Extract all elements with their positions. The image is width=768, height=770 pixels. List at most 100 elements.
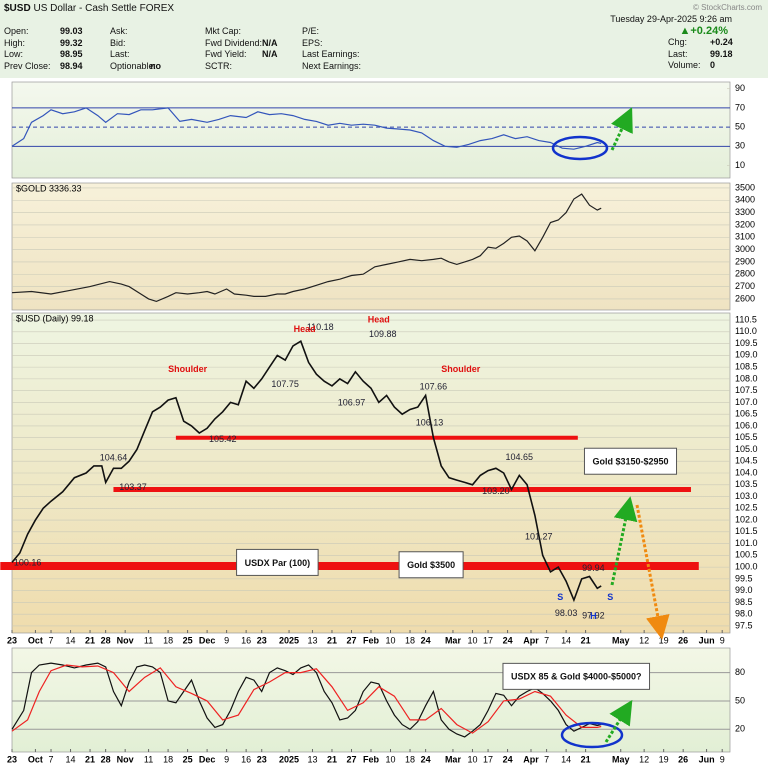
panel-title: $USD (Daily) 99.18 [16, 313, 94, 323]
field-label: Volume: [668, 60, 701, 70]
x-tick-label: 18 [405, 635, 415, 645]
x-tick-label: 24 [421, 635, 431, 645]
field-label: Ask: [110, 26, 128, 36]
point-label: 103.37 [119, 482, 147, 492]
x-tick-label: 13 [307, 635, 317, 645]
x-tick-label: 14 [561, 635, 571, 645]
arrow [610, 107, 633, 151]
x-tick-label: May [612, 754, 630, 764]
callout-text: Gold $3150-$2950 [592, 457, 668, 467]
x-tick-label: 16 [241, 635, 251, 645]
field-value: no [150, 60, 161, 71]
y-tick-label: 105.0 [735, 444, 758, 454]
field-value: 98.95 [60, 49, 83, 59]
x-tick-label: 7 [544, 754, 549, 764]
x-tick-label: 21 [327, 754, 337, 764]
x-tick-label: 10 [467, 635, 477, 645]
y-tick-label: 100.0 [735, 561, 758, 571]
arrow [610, 496, 638, 586]
point-label: 97.92 [582, 610, 605, 620]
field-value: 99.03 [60, 26, 83, 36]
x-tick-label: Dec [199, 635, 216, 645]
x-tick-label: 11 [144, 754, 153, 764]
x-tick-label: 2025 [279, 754, 299, 764]
y-tick-label: 99.0 [735, 585, 753, 595]
x-tick-label: 28 [101, 635, 111, 645]
y-tick-label: 3000 [735, 244, 755, 254]
field-value: 99.18 [710, 48, 733, 59]
symbol-line: $USD US Dollar - Cash Settle FOREX [4, 3, 174, 14]
panel-title: $GOLD 3336.33 [16, 183, 82, 193]
point-label: 110.18 [307, 322, 334, 332]
change-pct: ▲+0.24% [679, 25, 728, 37]
field-label: EPS: [302, 37, 323, 48]
x-tick-label: Feb [363, 754, 380, 764]
x-tick-label: Oct [28, 635, 43, 645]
x-tick-label: 12 [639, 635, 649, 645]
y-tick-label: 105.5 [735, 432, 758, 442]
x-tick-label: 18 [163, 754, 173, 764]
y-tick-label: 104.0 [735, 467, 758, 477]
pattern-letter: H [590, 611, 597, 621]
x-tick-label: 14 [66, 635, 76, 645]
callout-box [398, 551, 464, 579]
name: US Dollar - Cash Settle [33, 3, 137, 14]
callout-box [583, 447, 678, 475]
field-value: 98.94 [60, 60, 83, 71]
x-tick-label: Dec [199, 754, 216, 764]
x-tick-label: 19 [659, 635, 669, 645]
y-tick-label: 109.5 [735, 338, 758, 348]
y-tick-label: 3400 [735, 195, 755, 205]
point-label: 106.97 [338, 397, 366, 407]
x-tick-label: Nov [117, 635, 134, 645]
annotation: Shoulder [168, 364, 207, 374]
point-label: 98.03 [555, 608, 578, 618]
highlight-ellipse [560, 721, 624, 749]
y-tick-label: 50 [735, 121, 745, 131]
pattern-letter: S [557, 592, 563, 602]
field-value: 0 [710, 60, 716, 70]
overlay [551, 107, 670, 749]
x-tick-label: 23 [7, 635, 17, 645]
y-tick-label: 30 [735, 141, 745, 151]
x-tick-label: 25 [183, 754, 193, 764]
y-tick-label: 10 [735, 160, 745, 170]
x-tick-label: 21 [581, 754, 591, 764]
x-tick-label: 12 [639, 754, 649, 764]
series-line [11, 107, 602, 150]
x-tick-label: 9 [720, 635, 725, 645]
point-label: 103.20 [482, 486, 510, 496]
field-value: +0.24 [710, 37, 733, 47]
point-label: 106.13 [416, 417, 444, 427]
field-label: Bid: [110, 37, 126, 48]
field-label: Fwd Dividend: [205, 37, 263, 48]
x-tick-label: 26 [678, 754, 688, 764]
panel [11, 81, 731, 179]
series-line [11, 193, 602, 303]
field-label: Fwd Yield: [205, 49, 247, 59]
y-tick-label: 107.5 [735, 385, 758, 395]
x-tick-label: 7 [49, 635, 54, 645]
x-tick-label: May [612, 635, 630, 645]
x-tick-label: Mar [445, 635, 462, 645]
x-tick-label: 13 [307, 754, 317, 764]
x-tick-label: 7 [544, 635, 549, 645]
x-tick-label: 24 [503, 635, 513, 645]
series-line [11, 664, 602, 734]
y-tick-label: 3300 [735, 207, 755, 217]
field-label: P/E: [302, 26, 320, 36]
arrow [604, 699, 633, 743]
y-tick-label: 104.5 [735, 456, 758, 466]
field-value: 99.32 [60, 37, 83, 48]
x-tick-label: Jun [699, 754, 715, 764]
symbol: $USD [4, 3, 31, 14]
y-tick-label: 98.0 [735, 609, 753, 619]
y-tick-label: 20 [735, 724, 745, 734]
datetime: Tuesday 29-Apr-2025 9:26 am [610, 14, 732, 24]
y-tick-label: 107.0 [735, 397, 758, 407]
y-tick-label: 110.5 [735, 314, 757, 324]
callout-text: USDX Par (100) [245, 558, 311, 568]
x-tick-label: 23 [257, 635, 267, 645]
y-tick-label: 3200 [735, 219, 755, 229]
